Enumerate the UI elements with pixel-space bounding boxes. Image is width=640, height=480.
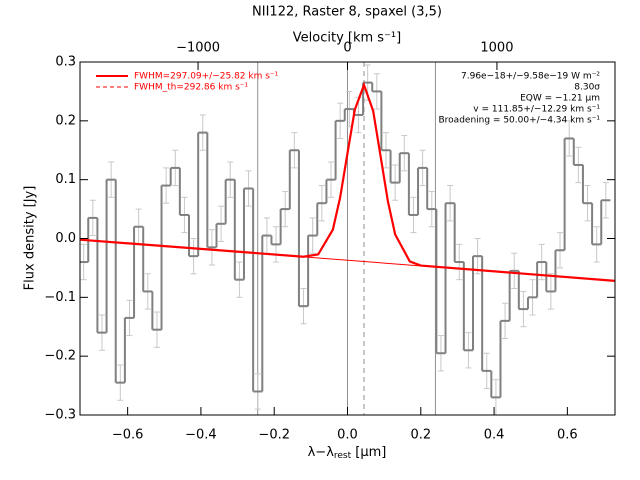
x-tick-label: −0.2 xyxy=(258,428,290,443)
x-tick-label: 0.6 xyxy=(557,428,578,443)
fit-annotation: Broadening = 50.00+/−4.34 km s⁻¹ xyxy=(439,116,601,126)
x-label-sub: rest xyxy=(334,451,352,461)
x-label-unit: [μm] xyxy=(351,445,386,460)
x2-axis-label: Velocity [km s⁻¹] xyxy=(293,31,401,46)
fit-annotation: 8.30σ xyxy=(574,83,600,93)
y-tick-label: 0.2 xyxy=(55,113,76,128)
chart-title: NII122, Raster 8, spaxel (3,5) xyxy=(252,5,442,20)
y-tick-label: 0.1 xyxy=(55,172,76,187)
y-tick-label: 0.3 xyxy=(55,55,76,70)
x-tick-label: 0.2 xyxy=(410,428,431,443)
x-tick-label: 0.4 xyxy=(484,428,505,443)
fit-line xyxy=(79,81,616,282)
y-tick-label: −0.1 xyxy=(44,290,76,305)
y-axis-label: Flux density [Jy] xyxy=(23,186,38,291)
x-tick-label: −0.6 xyxy=(112,428,144,443)
x-tick-label: −0.4 xyxy=(185,428,217,443)
x-axis-label: λ−λrest [μm] xyxy=(308,445,387,461)
y-tick-label: −0.3 xyxy=(44,408,76,423)
fit-annotation: 7.96e−18+/−9.58e−19 W m⁻² xyxy=(461,72,600,82)
x2-tick-label: 0 xyxy=(343,41,351,56)
y-tick-label: 0.0 xyxy=(55,231,76,246)
x2-tick-label: −1000 xyxy=(176,41,220,56)
legend-label: FWHM_th=292.86 km s⁻¹ xyxy=(134,83,249,93)
y-tick-label: −0.2 xyxy=(44,349,76,364)
x-label-main: λ−λ xyxy=(308,445,335,460)
legend-label: FWHM=297.09+/−25.82 km s⁻¹ xyxy=(134,72,279,82)
x-tick-label: 0.0 xyxy=(337,428,358,443)
fit-annotation: v = 111.85+/−12.29 km s⁻¹ xyxy=(473,105,600,115)
x2-tick-label: 1000 xyxy=(480,41,513,56)
fit-annotation: EQW = −1.21 μm xyxy=(520,94,600,104)
